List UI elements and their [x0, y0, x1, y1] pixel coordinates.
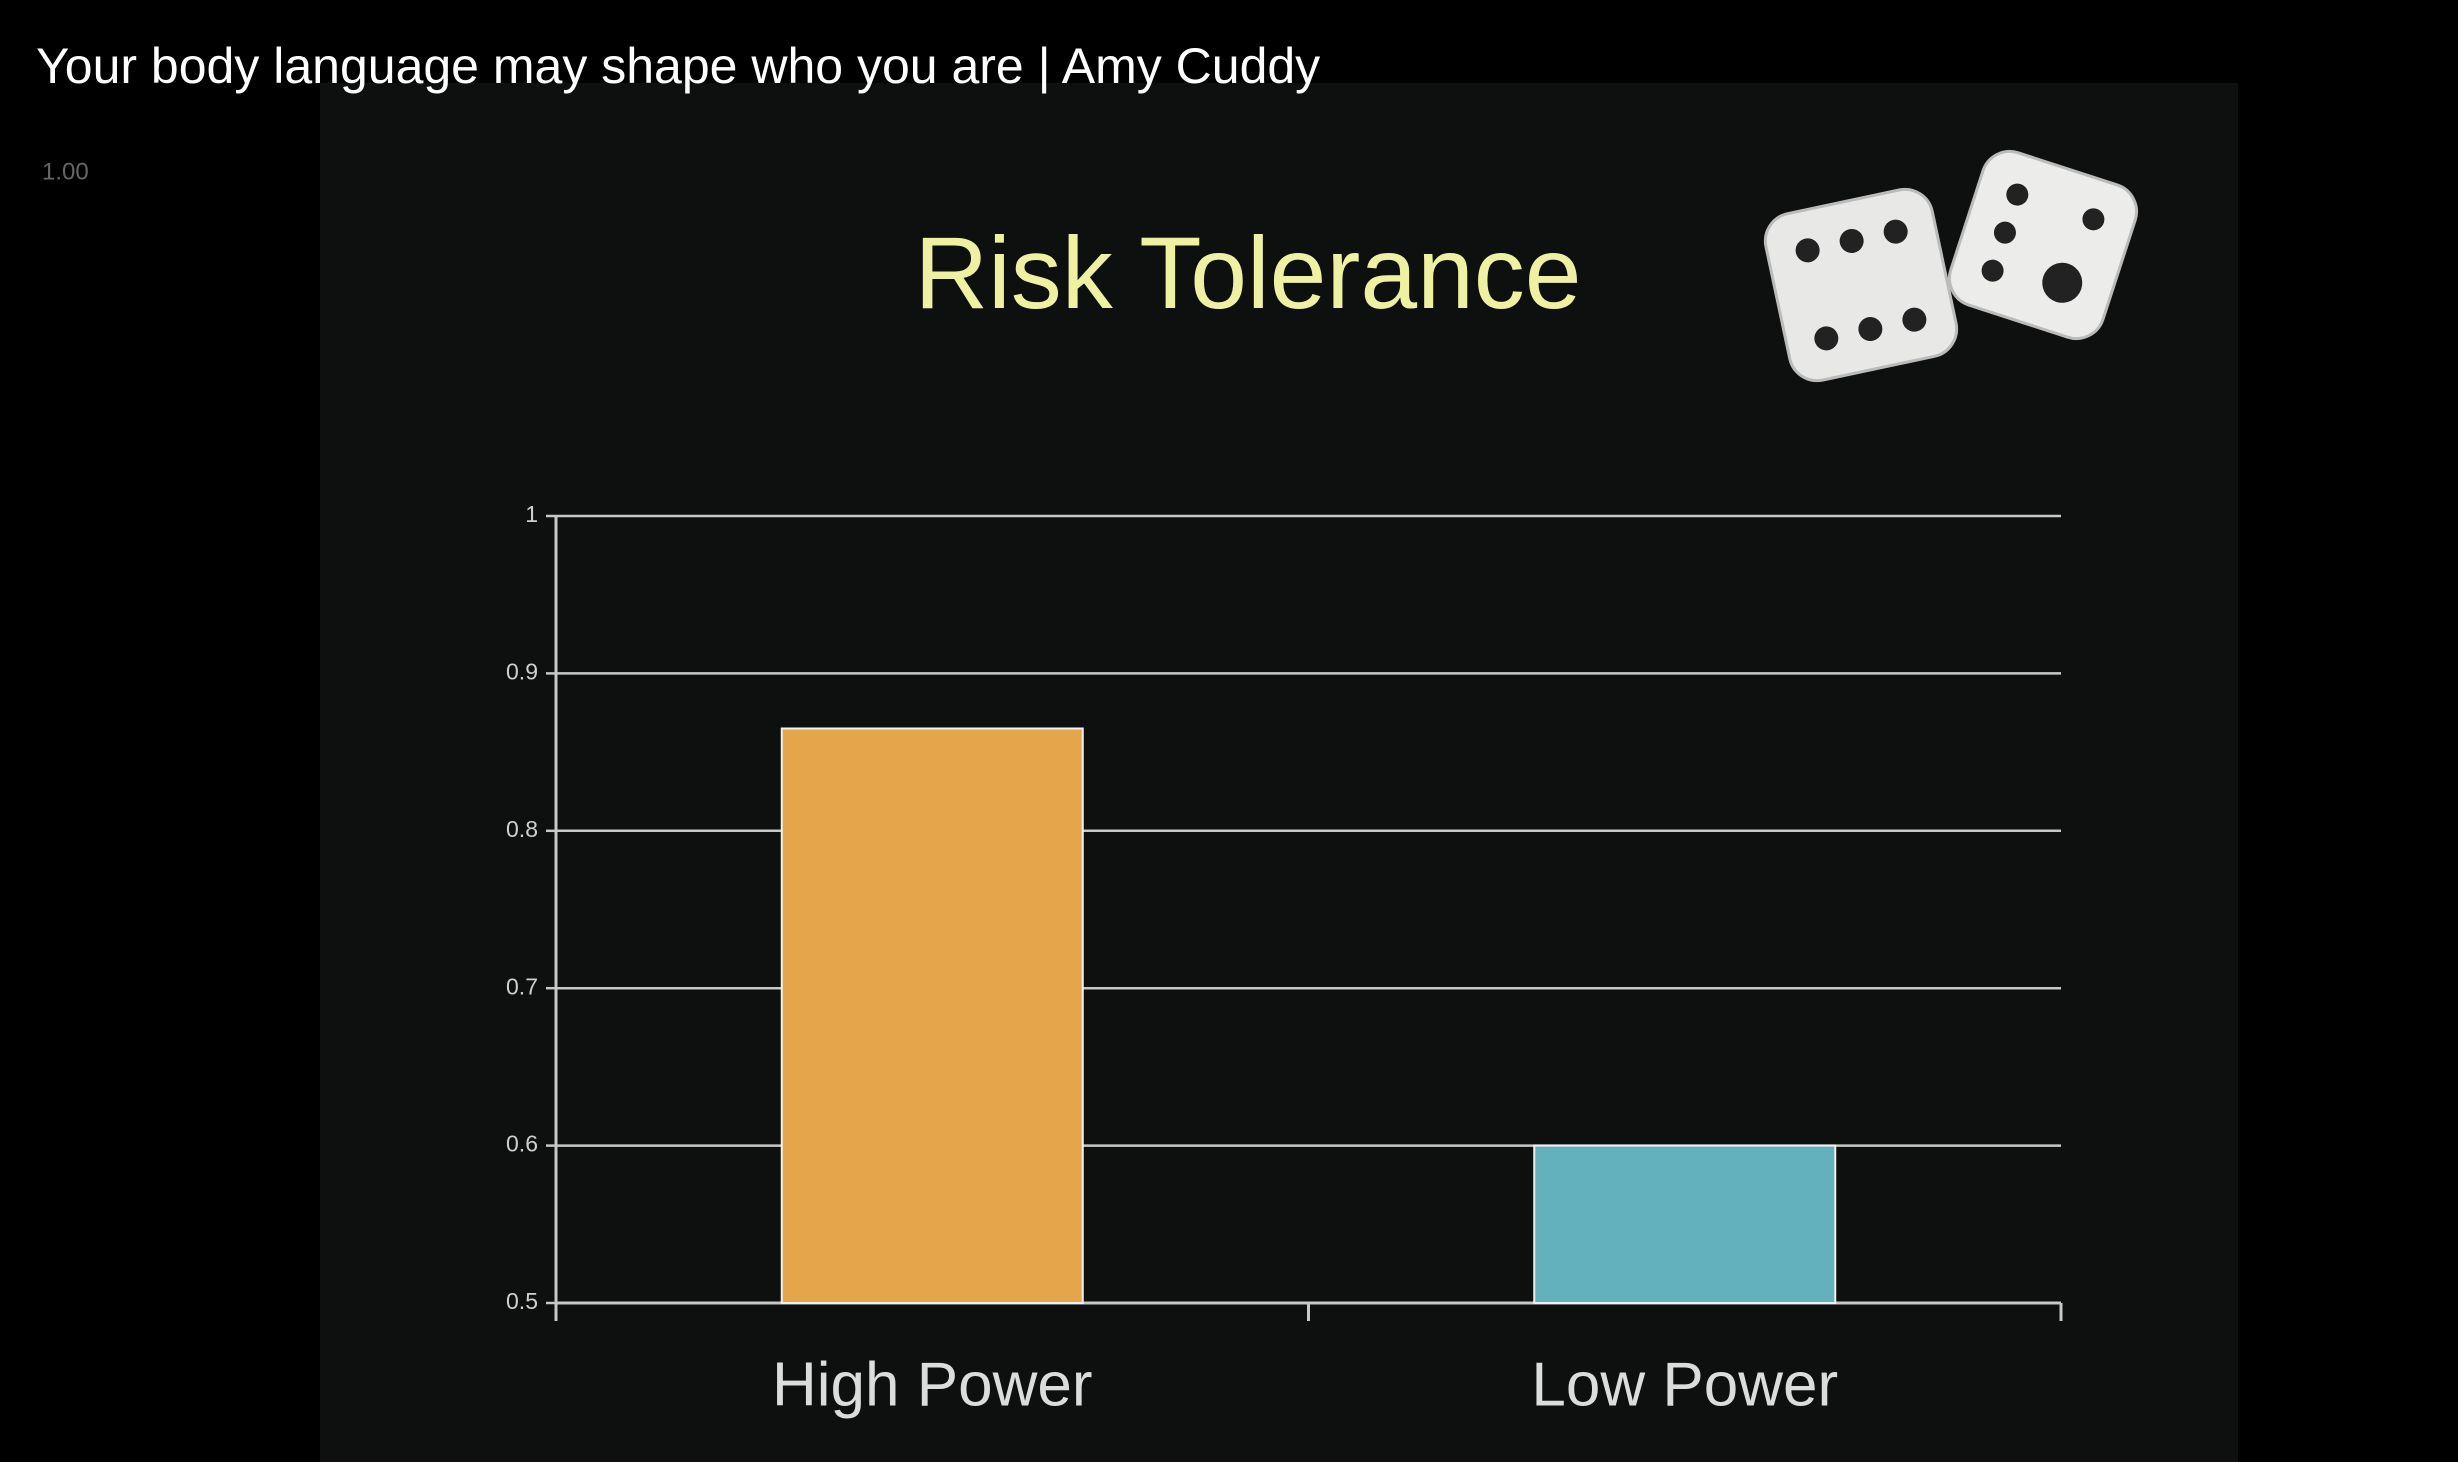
x-tick-label: High Power	[772, 1350, 1092, 1419]
chart-title: Risk Tolerance	[914, 216, 1581, 330]
y-tick-label: 0.6	[506, 1131, 538, 1157]
x-tick-label: Low Power	[1531, 1350, 1838, 1419]
y-tick-label: 0.8	[506, 816, 538, 842]
bar	[1533, 1144, 1837, 1304]
y-tick-label: 0.7	[506, 973, 538, 999]
bar	[780, 727, 1084, 1304]
dice-icon	[1763, 149, 2139, 383]
y-tick-label: 0.9	[506, 658, 538, 684]
y-tick-label: 0.5	[506, 1288, 538, 1314]
video-title: Your body language may shape who you are…	[36, 38, 1320, 94]
y-tick-label: 1	[525, 501, 538, 527]
playback-speed[interactable]: 1.00	[42, 158, 89, 185]
